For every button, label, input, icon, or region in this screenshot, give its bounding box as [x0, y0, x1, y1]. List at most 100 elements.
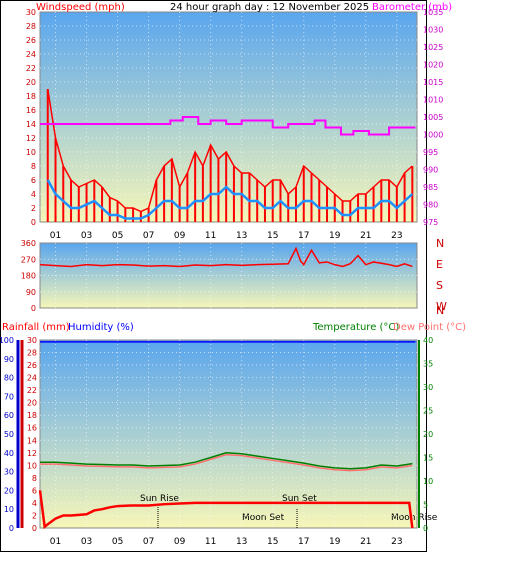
baro-tick-label: 1025: [423, 43, 443, 52]
wind-tick-label: 6: [31, 176, 36, 185]
wind-tick-label: 20: [26, 78, 36, 87]
wind-tick-label: 12: [26, 134, 36, 143]
x-tick-label: 23: [391, 537, 402, 547]
compass-label: N: [436, 304, 444, 317]
rain-tick-label: 28: [27, 349, 37, 358]
x-tick-label: 21: [360, 231, 371, 241]
baro-tick-label: 990: [423, 166, 438, 175]
temp-tick-label: 10: [423, 477, 433, 486]
sunset-label: Sun Set: [282, 494, 317, 504]
x-tick-label: 23: [391, 231, 402, 241]
humidity-tick-label: 90: [4, 355, 14, 364]
baro-tick-label: 1030: [423, 26, 443, 35]
temp-tick-label: 30: [423, 383, 433, 392]
humidity-tick-label: 80: [4, 374, 14, 383]
humidity-tick-label: 50: [4, 430, 14, 439]
temp-tick-label: 15: [423, 454, 433, 463]
x-tick-label: 01: [50, 537, 61, 547]
wind-tick-label: 16: [26, 106, 36, 115]
wind-tick-label: 8: [31, 162, 36, 171]
dir-tick-label: 180: [21, 272, 36, 281]
x-tick-label: 15: [267, 537, 278, 547]
dewpoint-line: [40, 453, 413, 472]
avg-wind-line: [46, 179, 414, 220]
rain-tick-label: 24: [27, 374, 37, 383]
compass-label: N: [436, 237, 444, 250]
gust-line: [47, 88, 413, 213]
wind-tick-label: 26: [26, 36, 36, 45]
barometer-line: [40, 116, 416, 136]
dewpoint-axis-label: Dew Point (°C): [393, 322, 466, 333]
humidity-tick-label: 100: [0, 336, 14, 345]
x-tick-label: 05: [112, 231, 123, 241]
x-tick-label: 17: [298, 537, 309, 547]
x-tick-label: 19: [329, 231, 341, 241]
humidity-tick-label: 10: [4, 505, 14, 514]
temp-tick-label: 20: [423, 430, 433, 439]
wind-tick-label: 10: [26, 148, 36, 157]
baro-tick-label: 1010: [423, 96, 443, 105]
rain-tick-label: 12: [27, 449, 37, 458]
moonset-label: Moon Set: [242, 513, 285, 523]
wind-tick-label: 28: [26, 22, 36, 31]
temp-tick-label: 40: [423, 336, 433, 345]
rain-tick-label: 10: [27, 461, 37, 470]
x-tick-label: 09: [174, 537, 186, 547]
rain-tick-label: 16: [27, 424, 37, 433]
x-tick-label: 11: [205, 537, 216, 547]
temp-tick-label: 25: [423, 407, 433, 416]
rain-tick-label: 26: [27, 361, 37, 370]
rain-tick-label: 30: [27, 336, 37, 345]
wind-tick-label: 30: [26, 8, 36, 17]
x-tick-label: 13: [236, 231, 247, 241]
rain-tick-label: 18: [27, 411, 37, 420]
humidity-tick-label: 30: [4, 468, 14, 477]
compass-label: S: [436, 279, 443, 292]
rain-tick-label: 8: [32, 474, 37, 483]
baro-tick-label: 1020: [423, 61, 443, 70]
baro-tick-label: 985: [423, 183, 438, 192]
temp-tick-label: 5: [423, 501, 428, 510]
humidity-tick-label: 70: [4, 392, 14, 401]
dir-tick-label: 0: [31, 304, 36, 313]
x-tick-label: 09: [174, 231, 186, 241]
temp-tick-label: 0: [423, 524, 428, 533]
humidity-tick-label: 0: [9, 524, 14, 533]
x-tick-label: 03: [81, 231, 92, 241]
x-tick-label: 15: [267, 231, 278, 241]
direction-line: [39, 246, 413, 268]
wind-tick-label: 24: [26, 50, 36, 59]
baro-axis-label: Barometer (mb): [372, 2, 452, 13]
dir-tick-label: 270: [21, 255, 36, 264]
compass-label: E: [436, 258, 443, 271]
baro-tick-label: 980: [423, 201, 438, 210]
baro-tick-label: 1035: [423, 8, 443, 17]
x-tick-label: 07: [143, 231, 154, 241]
baro-tick-label: 995: [423, 148, 438, 157]
humidity-axis-label: Humidity (%): [68, 322, 134, 333]
baro-tick-label: 1015: [423, 78, 443, 87]
dir-tick-label: 90: [26, 288, 36, 297]
rain-tick-label: 6: [32, 486, 37, 495]
rain-tick-label: 22: [27, 386, 37, 395]
x-tick-label: 03: [81, 537, 92, 547]
x-tick-label: 05: [112, 537, 123, 547]
x-tick-label: 17: [298, 231, 309, 241]
wind-tick-label: 22: [26, 64, 36, 73]
x-tick-label: 19: [329, 537, 341, 547]
rain-tick-label: 0: [32, 524, 37, 533]
rain-axis-label: Rainfall (mm): [2, 322, 70, 333]
rain-tick-label: 14: [27, 436, 37, 445]
wind-tick-label: 2: [31, 204, 36, 213]
moonrise-label: Moon Rise: [391, 513, 438, 523]
humidity-tick-label: 60: [4, 411, 14, 420]
rain-tick-label: 2: [32, 511, 37, 520]
humidity-tick-label: 40: [4, 449, 14, 458]
x-tick-label: 01: [50, 231, 61, 241]
compass-label: W: [436, 300, 447, 313]
x-tick-label: 13: [236, 537, 247, 547]
wind-tick-label: 0: [31, 218, 36, 227]
temperature-line: [40, 452, 413, 470]
temp-tick-label: 35: [423, 360, 433, 369]
